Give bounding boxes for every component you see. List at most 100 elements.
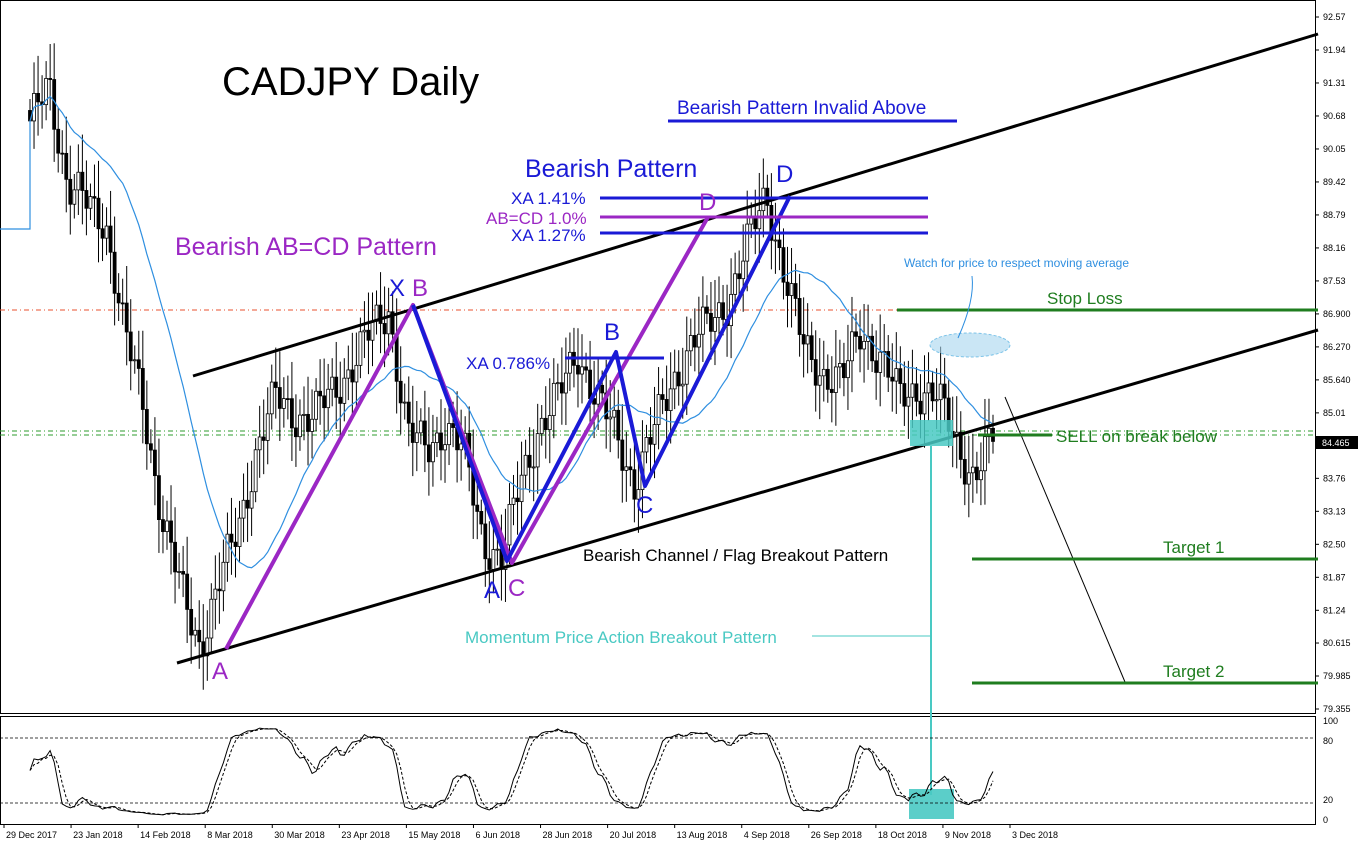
candle-body [801,334,806,345]
candle-body [298,414,302,438]
candle-body [431,442,435,463]
bearish-pattern-label: Bearish Pattern [525,155,697,183]
candle-body [76,171,81,191]
candle-body [906,396,911,407]
candle-body [874,360,879,373]
candle-body [737,273,742,280]
candle-body [181,571,186,575]
candle-body [515,497,520,503]
candle-body [531,466,536,469]
candle-body [983,436,987,472]
candle-body [769,204,774,241]
candle-body [862,340,866,350]
candle-body [584,366,588,371]
candle-body [721,302,725,320]
channel-lower-line [176,328,1319,665]
candle-body [890,376,895,382]
time-axis-ticks: 29 Dec 2017 23 Jan 2018 14 Feb 2018 8 Mar 2… [3,824,1058,840]
target-2-label: Target 2 [1163,662,1224,681]
point-label-b2-blue: B [604,319,620,346]
candle-body [676,371,681,387]
oscillator-axis-ticks: 100 80 20 0 [1323,716,1338,825]
candle-body [757,210,762,230]
price-tick-label: 81.24 [1323,605,1346,615]
time-tick-label: 20 Jul 2018 [610,830,657,840]
price-tick-label: 83.13 [1323,506,1346,516]
candle-body [56,128,61,154]
candle-body [555,382,560,385]
candle-body [547,415,552,431]
time-tick-label: 23 Jan 2018 [73,830,123,840]
time-tick-label: 29 Dec 2017 [6,830,57,840]
candle-body [144,409,149,445]
candle-body [551,382,556,416]
candle-body [378,304,383,324]
candle-body [52,79,57,130]
candle-body [958,431,963,460]
candle-body [338,396,343,404]
candle-body [539,417,544,435]
candle-body [930,382,935,402]
candle-body [491,549,496,570]
candle-body [475,504,480,512]
candle-body [938,383,943,401]
candle-body [660,394,665,400]
candle-body [245,499,250,509]
candle-body [189,608,194,636]
candle-body [285,398,290,401]
candle-body [177,571,181,573]
candle-body [426,444,431,463]
candle-body [600,384,605,394]
candle-body [398,380,403,404]
point-label-c-purple: C [508,575,525,602]
point-label-b-purple: B [412,275,428,302]
candle-body [334,376,339,398]
candle-body [962,459,967,485]
candle-body [797,298,802,335]
candle-body [749,217,754,225]
candle-body [84,190,89,209]
candle-body [902,383,907,407]
candle-body [402,401,407,404]
candle-body [620,439,625,471]
candle-body [422,420,427,446]
candle-body [161,519,165,533]
current-price-label: 84.465 [1322,438,1350,448]
candle-body [922,392,927,415]
candle-body [354,364,359,383]
candle-body [842,363,846,379]
candle-body [92,196,97,199]
candle-body [418,420,423,434]
candle-body [435,432,439,443]
candle-body [684,350,689,385]
candle-body [813,359,818,386]
candle-body [652,424,657,445]
candle-body [116,292,121,304]
price-tick-label: 82.50 [1323,539,1346,549]
blue-harmonic-pattern [411,195,792,563]
candle-body [370,320,375,341]
candle-body [644,437,649,453]
candle-body [451,423,455,428]
candle-body [128,331,133,362]
channel-upper-line [192,32,1319,378]
candle-body [410,422,415,443]
candle-body [934,399,939,402]
oscillator-level-label: 100 [1323,716,1338,726]
candle-body [140,368,145,410]
time-tick-label: 3 Dec 2018 [1012,830,1058,840]
candle-body [821,368,826,377]
candle-body [523,454,528,476]
invalid-above-label: Bearish Pattern Invalid Above [677,98,926,119]
candle-body [257,436,262,451]
candle-body [261,436,266,441]
candle-body [817,375,822,386]
candle-body [942,383,947,399]
candle-body [80,171,85,191]
candle-body [563,372,568,394]
candle-body [495,548,500,551]
candle-body [898,368,903,384]
candle-body [878,351,883,373]
stochastic-main-line [29,727,994,816]
